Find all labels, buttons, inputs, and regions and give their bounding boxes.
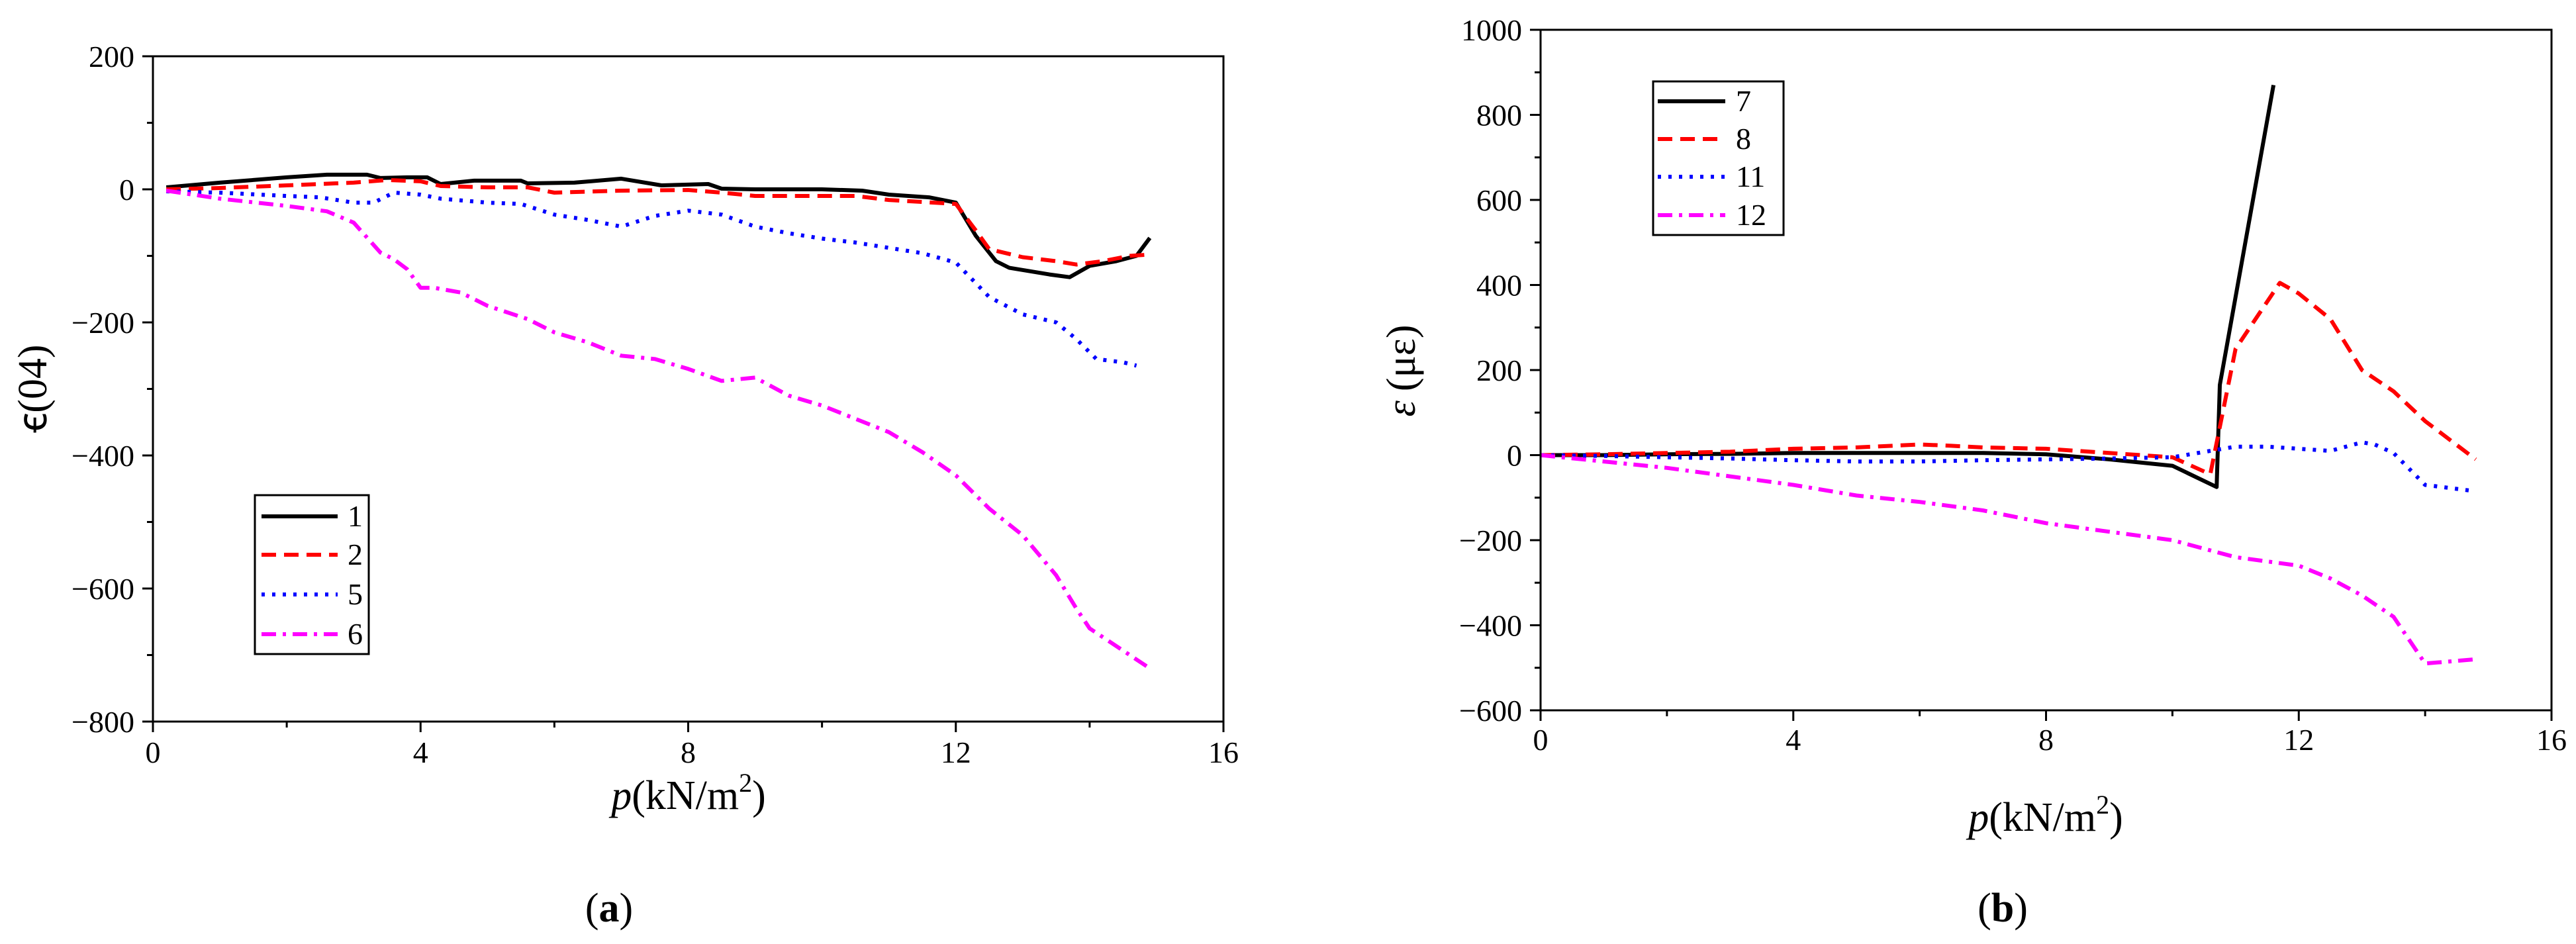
chart-a-y-tick-label: −600 [72,572,134,606]
chart-b-y-tick-label: −200 [1459,524,1522,557]
chart-a-y-tick-label: −800 [72,705,134,739]
chart-a-y-tick-label: 0 [119,173,134,207]
chart-b-x-axis-label: p(kN/m2) [1966,790,2123,840]
chart-b-x-tick-label: 4 [1786,723,1801,757]
chart-b-y-tick-label: 0 [1507,439,1522,473]
chart-a-legend: 1 2 5 6 [254,494,370,655]
chart-b-y-tick-label: 200 [1476,354,1522,387]
legend-label-7: 7 [1736,84,1751,118]
legend-label-11: 11 [1736,160,1765,193]
chart-b-series-line-12 [1540,453,2476,666]
chart-a-x-tick-label: 0 [146,735,161,769]
chart-b-x-axis-var: p [1966,795,1989,840]
chart-a-series-group [166,172,1152,671]
chart-a-series-line-2 [166,177,1150,267]
chart-b-y-tick-label: 600 [1476,183,1522,217]
chart-b-y-tick-label: 1000 [1461,13,1522,47]
chart-b-x-tick-label: 12 [2283,723,2314,757]
chart-a-series-line-5 [166,189,1137,368]
chart-a-x-axis-close: ) [752,773,766,818]
chart-b-y-axis-unit: (με) [1379,324,1424,391]
chart-b-x-axis-close: ) [2109,795,2123,840]
chart-a-y-tick-label: −200 [72,306,134,340]
legend-label-5: 5 [348,577,363,611]
chart-b-caption: (b) [1978,886,2028,931]
chart-b-x-tick-label: 16 [2536,723,2567,757]
legend-label-6: 6 [348,617,363,651]
chart-b-y-axis-label: ε (με) [1379,324,1424,416]
chart-a-legend-frame [254,494,370,655]
chart-a-x-tick-label: 8 [681,735,696,769]
chart-a-caption-letter: a [599,886,620,931]
chart-b-x-tick-label: 0 [1533,723,1549,757]
chart-b-caption-close: ) [2014,886,2028,931]
chart-b-legend-frame [1652,80,1785,236]
chart-b-y-axis-symbol: ε [1379,401,1424,417]
chart-b-x-axis-sup: 2 [2096,790,2109,820]
chart-a-series-line-1 [166,172,1152,279]
chart-a-x-tick-label: 16 [1208,735,1239,769]
chart-a-x-axis-label: p(kN/m2) [608,768,766,818]
chart-a-y-axis-label: ꞓ(04) [11,344,56,432]
chart-b-ticks: 0 4 8 12 16 1000 800 600 400 200 0 −200 −400 −600 [1459,13,2567,757]
chart-a-x-axis-var: p [608,773,632,818]
chart-a-x-tick-label: 4 [413,735,428,769]
chart-b-caption-letter: b [1991,886,2014,931]
chart-a-caption-close: ) [620,886,634,931]
legend-label-12: 12 [1736,198,1766,232]
legend-label-1: 1 [348,499,363,533]
chart-b-x-tick-label: 8 [2038,723,2054,757]
chart-b-y-tick-label: −600 [1459,694,1522,728]
chart-a-y-tick-label: 200 [89,40,134,73]
chart-a-caption: (a) [585,886,633,931]
chart-b-series-line-8 [1540,281,2477,477]
chart-b-series-line-11 [1540,440,2476,494]
chart-b-x-axis-unit: (kN/m [1989,795,2096,840]
legend-label-2: 2 [348,538,363,571]
chart-a-series-line-6 [166,189,1151,671]
chart-b-caption-open: ( [1978,886,1991,931]
chart-b: 0 4 8 12 16 1000 800 600 400 200 0 −200 −400 −600 ε (μ… [1379,13,2567,931]
chart-b-y-tick-label: 800 [1476,99,1522,132]
chart-a-x-axis-sup: 2 [739,768,752,798]
chart-b-legend: 7 8 11 12 [1652,80,1785,236]
chart-a-y-tick-label: −400 [72,439,134,473]
chart-a-plot-frame [152,55,1225,723]
legend-label-8: 8 [1736,122,1751,156]
chart-b-y-tick-label: 400 [1476,269,1522,303]
chart-b-series-group [1540,84,2477,666]
chart-a-x-axis-unit: (kN/m [632,773,739,818]
chart-b-plot-frame [1539,28,2553,712]
chart-b-y-tick-label: −400 [1459,609,1522,643]
chart-a-x-tick-label: 12 [941,735,971,769]
chart-b-series-line-7 [1541,84,2276,489]
chart-a-caption-open: ( [585,886,599,931]
